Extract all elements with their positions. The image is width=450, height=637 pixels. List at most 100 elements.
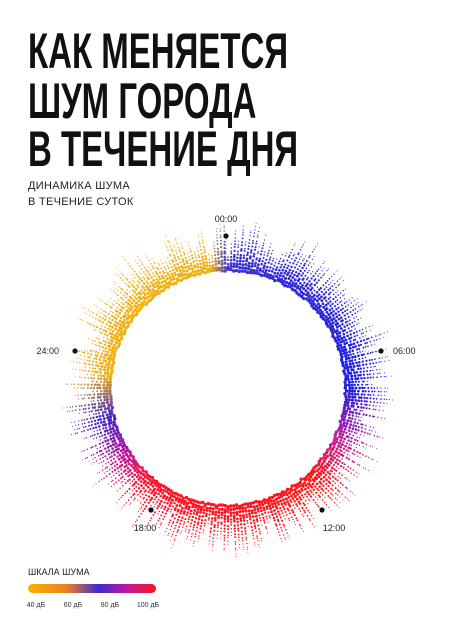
noise-dot	[357, 429, 360, 432]
noise-dot	[131, 480, 134, 483]
noise-dot	[309, 288, 313, 292]
noise-dot	[332, 317, 336, 320]
noise-dot	[152, 493, 156, 497]
noise-dot	[78, 350, 81, 353]
noise-dot	[152, 513, 155, 516]
noise-dot	[93, 433, 96, 436]
noise-dot	[173, 256, 177, 259]
noise-dot	[344, 298, 346, 300]
noise-dot	[342, 406, 347, 410]
noise-dot	[142, 295, 146, 299]
noise-dot	[110, 476, 112, 478]
noise-dot	[185, 513, 188, 517]
noise-dot	[99, 320, 102, 322]
noise-dot	[252, 505, 256, 509]
noise-dot	[223, 539, 226, 542]
noise-dot	[323, 457, 328, 461]
noise-dot	[293, 278, 297, 282]
noise-dot	[312, 470, 316, 474]
noise-dot	[189, 525, 192, 527]
noise-dot	[96, 386, 99, 390]
noise-dot	[344, 305, 347, 308]
noise-dot	[349, 330, 352, 333]
noise-dot	[97, 402, 101, 406]
noise-dot	[177, 255, 180, 258]
noise-dot	[99, 446, 102, 449]
noise-dot	[254, 544, 256, 546]
noise-dot	[153, 506, 155, 508]
noise-dot	[220, 503, 224, 507]
noise-dot	[164, 233, 166, 235]
noise-dot	[167, 266, 170, 269]
noise-dot	[242, 516, 246, 519]
noise-dot	[172, 495, 176, 499]
noise-dot	[362, 413, 365, 416]
noise-dot	[267, 269, 271, 273]
noise-dot	[217, 507, 221, 511]
noise-dot	[168, 521, 171, 524]
noise-dot	[301, 253, 303, 255]
noise-dot	[301, 506, 304, 510]
noise-dot	[327, 489, 330, 492]
noise-dot	[145, 285, 149, 288]
noise-dot	[273, 519, 276, 522]
noise-dot	[113, 468, 117, 472]
noise-dot	[235, 547, 237, 549]
noise-dot	[81, 423, 84, 425]
noise-dot	[287, 509, 290, 512]
noise-dot	[356, 450, 359, 454]
noise-dot	[208, 258, 211, 261]
noise-dot	[114, 445, 118, 449]
noise-dot	[274, 497, 279, 501]
noise-dot	[126, 480, 129, 483]
noise-dot	[325, 466, 329, 469]
noise-dot	[146, 256, 148, 259]
noise-dot	[379, 369, 381, 371]
clock-label: 24:00	[36, 346, 59, 356]
noise-dot	[372, 394, 375, 396]
noise-dot	[289, 488, 294, 492]
noise-dot	[243, 269, 247, 273]
noise-dot	[104, 326, 106, 329]
noise-dot	[135, 297, 138, 301]
noise-dot	[106, 334, 109, 337]
noise-dot	[214, 513, 218, 517]
noise-dot	[166, 509, 169, 512]
noise-dot	[140, 466, 144, 470]
noise-dot	[349, 333, 352, 336]
noise-dot	[351, 349, 354, 353]
noise-dot	[137, 291, 141, 294]
noise-dot	[273, 271, 277, 275]
noise-dot	[339, 296, 342, 299]
noise-dot	[162, 284, 166, 288]
noise-dot	[329, 296, 332, 299]
noise-dot	[94, 370, 97, 374]
noise-dot	[223, 543, 225, 545]
noise-dot	[298, 277, 301, 281]
noise-dot	[195, 513, 199, 516]
noise-dot	[242, 229, 244, 231]
noise-dot	[258, 528, 261, 531]
noise-dot	[301, 272, 305, 275]
noise-dot	[140, 484, 143, 487]
noise-dot	[171, 547, 173, 549]
noise-dot	[340, 487, 342, 489]
noise-dot	[181, 258, 184, 261]
noise-dot	[333, 472, 336, 475]
noise-dot	[136, 470, 139, 474]
noise-dot	[357, 302, 359, 304]
noise-dot	[104, 423, 108, 426]
noise-dot	[366, 301, 367, 303]
noise-dot	[342, 290, 345, 292]
noise-dot	[344, 412, 348, 416]
noise-dot	[353, 421, 356, 424]
noise-dot	[110, 455, 113, 458]
noise-dot	[347, 356, 351, 360]
noise-dot	[310, 485, 314, 489]
noise-dot	[252, 534, 254, 537]
noise-dot	[251, 245, 254, 248]
noise-dot	[326, 280, 329, 282]
noise-dot	[122, 303, 125, 306]
noise-dot	[130, 301, 134, 305]
noise-dot	[274, 512, 277, 515]
